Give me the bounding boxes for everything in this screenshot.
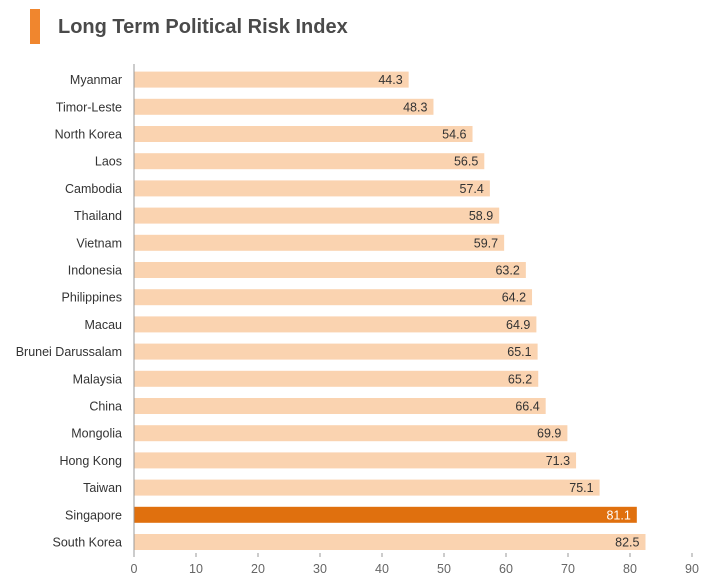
data-label: 48.3	[403, 100, 427, 114]
data-label: 44.3	[378, 73, 402, 87]
category-label: North Korea	[55, 128, 122, 142]
category-label: Vietnam	[76, 236, 122, 250]
bar-myanmar	[134, 71, 409, 88]
category-label: Myanmar	[70, 73, 122, 87]
category-label: Malaysia	[73, 372, 122, 386]
x-tick-label: 80	[623, 562, 637, 576]
bar-laos	[134, 153, 485, 170]
bar-macau	[134, 316, 537, 333]
category-label: Mongolia	[71, 427, 122, 441]
x-tick-label: 70	[561, 562, 575, 576]
bar-thailand	[134, 207, 500, 224]
bar-cambodia	[134, 180, 490, 197]
x-tick-label: 50	[437, 562, 451, 576]
data-label: 64.2	[502, 291, 526, 305]
data-label: 65.1	[507, 345, 531, 359]
category-label: South Korea	[53, 536, 123, 550]
category-label: China	[89, 400, 122, 414]
category-label: Laos	[95, 155, 122, 169]
data-label: 75.1	[569, 481, 593, 495]
data-label: 82.5	[615, 536, 639, 550]
x-tick-label: 30	[313, 562, 327, 576]
bar-south-korea	[134, 534, 646, 550]
category-label: Cambodia	[65, 182, 122, 196]
x-tick-label: 0	[131, 562, 138, 576]
bar-taiwan	[134, 479, 600, 496]
data-label: 69.9	[537, 427, 561, 441]
x-tick-label: 90	[685, 562, 699, 576]
bar-mongolia	[134, 425, 568, 442]
bar-china	[134, 398, 546, 414]
category-label: Hong Kong	[59, 454, 122, 468]
data-label: 64.9	[506, 318, 530, 332]
data-label: 81.1	[606, 508, 630, 522]
bar-philippines	[134, 289, 533, 306]
category-label: Singapore	[65, 508, 122, 522]
title-accent-bar	[30, 9, 40, 44]
category-label: Brunei Darussalam	[16, 345, 122, 359]
data-label: 65.2	[508, 372, 532, 386]
x-tick-label: 60	[499, 562, 513, 576]
data-label: 63.2	[495, 264, 519, 278]
data-label: 66.4	[515, 400, 539, 414]
bar-brunei-darussalam	[134, 343, 538, 360]
bar-indonesia	[134, 262, 526, 278]
x-tick-label: 40	[375, 562, 389, 576]
category-label: Taiwan	[83, 481, 122, 495]
x-tick-label: 20	[251, 562, 265, 576]
data-label: 58.9	[469, 209, 493, 223]
category-label: Indonesia	[68, 264, 122, 278]
bar-malaysia	[134, 370, 539, 387]
x-tick-label: 10	[189, 562, 203, 576]
category-label: Philippines	[62, 291, 122, 305]
bar-north-korea	[134, 126, 473, 142]
category-label: Macau	[84, 318, 122, 332]
bar-vietnam	[134, 234, 505, 251]
bar-singapore	[134, 506, 637, 523]
bar-hong-kong	[134, 452, 577, 469]
category-label: Timor-Leste	[56, 100, 122, 114]
data-label: 59.7	[474, 236, 498, 250]
data-label: 57.4	[460, 182, 484, 196]
bar-timor-leste	[134, 98, 434, 115]
data-label: 54.6	[442, 128, 466, 142]
category-label: Thailand	[74, 209, 122, 223]
data-label: 56.5	[454, 155, 478, 169]
data-label: 71.3	[546, 454, 570, 468]
chart-title: Long Term Political Risk Index	[58, 16, 348, 38]
